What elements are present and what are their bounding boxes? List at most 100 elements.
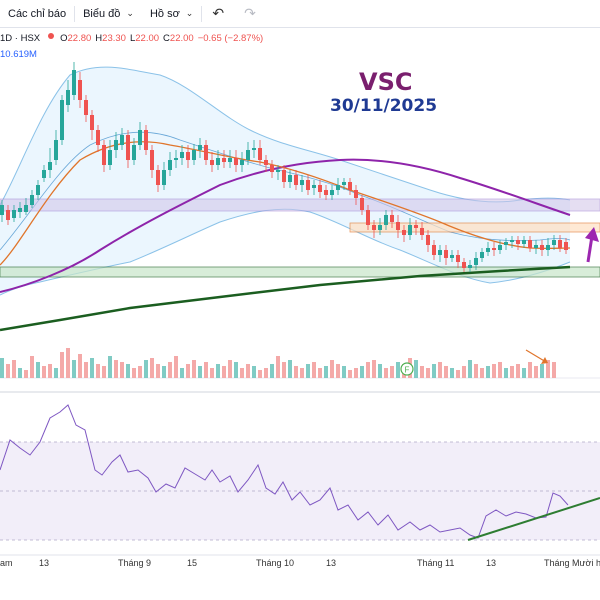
volume-bar [492,364,496,378]
volume-bar [336,364,340,378]
resistance-zone-purple [0,198,600,212]
candle-body [180,152,184,158]
moving-average-long-line [0,158,571,293]
open-value: 22.80 [67,33,92,44]
volume-bar [240,368,244,378]
candle-body [156,170,160,185]
volume-bar [36,362,40,378]
volume-bar [234,362,238,378]
candle-body [174,158,178,160]
volume-bar [144,360,148,378]
change-value: −0.65 (−2.87%) [197,33,264,44]
indicators-button[interactable]: Các chỉ báo [0,0,74,28]
candle-body [24,205,28,212]
candle-body [216,158,220,165]
volume-bar [462,366,466,378]
volume-bar [486,366,490,378]
candle-body [0,205,4,215]
candle-body [300,180,304,185]
chart-annotation-date: 30/11/2025 [330,96,438,116]
candle-body [48,162,52,170]
volume-value: 10.619M [0,49,37,60]
candle-body [510,240,514,242]
volume-bar [186,364,190,378]
volume-bar [552,362,556,378]
low-value: 22.00 [135,33,160,44]
undo-icon[interactable]: ↶ [212,5,225,21]
high-value: 23.30 [102,33,126,44]
volume-bar [96,364,100,378]
volume-bar [198,366,202,378]
candle-body [378,225,382,230]
redo-icon[interactable]: ↷ [244,5,256,21]
volume-bar [276,356,280,378]
volume-bar [300,368,304,378]
close-label: C [163,33,170,44]
time-axis-label: 15 [187,558,198,568]
candle-body [492,248,496,250]
time-axis-label: Tháng 11 [417,558,455,568]
candle-body [42,170,46,178]
candle-body [480,252,484,258]
volume-bar [108,356,112,378]
time-axis-label: 13 [39,558,50,568]
candle-body [162,170,166,185]
volume-bar [228,360,232,378]
time-axis-label: am [0,558,13,568]
volume-annotation-arrow-icon [525,349,548,364]
candle-body [276,170,280,172]
volume-bar [168,362,172,378]
candle-body [228,158,232,162]
volume-bar [72,360,76,378]
candle-body [84,100,88,115]
chevron-down-icon: ⌄ [126,8,134,18]
volume-bar [540,364,544,378]
up-arrow-icon [585,227,599,263]
volume-bar [66,348,70,378]
candle-body [402,230,406,235]
candle-body [12,210,16,218]
volume-bar [42,366,46,378]
time-axis[interactable]: am 13 Tháng 9 15 Tháng 10 13 Tháng 11 13… [0,558,600,572]
volume-bar [150,358,154,378]
candle-body [18,208,22,212]
candle-body [234,158,238,165]
volume-bar [216,364,220,378]
financial-event-flag-icon[interactable]: F [400,362,414,376]
volume-bar [54,368,58,378]
candle-body [60,100,64,140]
volume-bar [324,366,328,378]
candle-body [528,240,532,248]
candle-body [330,190,334,195]
long-trendline [0,265,571,332]
symbol-label[interactable]: 1D · HSX [0,33,41,44]
candle-body [246,150,250,160]
volume-bar [114,360,118,378]
profile-menu-button[interactable]: Hồ sơ ⌄ [142,0,201,28]
volume-bar [18,368,22,378]
toolbar-divider [201,5,203,22]
volume-bar [138,366,142,378]
svg-text:F: F [405,366,410,375]
candle-body [192,150,196,160]
candle-body [186,152,190,160]
candle-body [126,135,130,160]
volume-bar [360,366,364,378]
candle-body [120,135,124,145]
high-label: H [95,33,103,44]
candle-body [288,175,292,182]
chart-menu-button[interactable]: Biểu đồ ⌄ [75,0,142,28]
candle-body [396,222,400,230]
candle-body [372,225,376,230]
volume-series [0,348,556,378]
volume-bar [222,366,226,378]
candle-body [270,165,274,172]
candle-body [462,262,466,268]
volume-bar [60,352,64,378]
volume-bar [132,368,136,378]
support-zone-green [0,266,600,278]
candle-body [252,148,256,150]
time-axis-label: Tháng Mười hai [544,558,600,568]
candle-body [30,195,34,205]
